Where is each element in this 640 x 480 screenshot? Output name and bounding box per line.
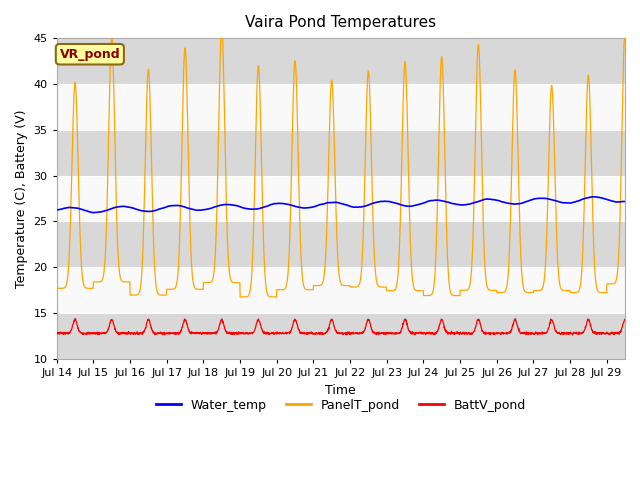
- Line: PanelT_pond: PanelT_pond: [57, 29, 625, 297]
- Water_temp: [86, 209, 94, 215]
- PanelT_pond: [621, 29, 629, 35]
- Line: Water_temp: Water_temp: [57, 197, 625, 213]
- Water_temp: [409, 203, 417, 209]
- BattV_pond: [426, 330, 434, 336]
- X-axis label: Time: Time: [326, 384, 356, 396]
- PanelT_pond: [53, 286, 61, 291]
- Y-axis label: Temperature (C), Battery (V): Temperature (C), Battery (V): [15, 109, 28, 288]
- Water_temp: [590, 194, 598, 200]
- BattV_pond: [409, 331, 417, 337]
- Water_temp: [426, 198, 434, 204]
- Bar: [57, 84, 625, 130]
- Bar: [57, 176, 625, 221]
- PanelT_pond: [426, 292, 434, 298]
- PanelT_pond: [409, 281, 417, 287]
- BattV_pond: [71, 316, 79, 322]
- BattV_pond: [344, 330, 352, 336]
- BattV_pond: [569, 332, 577, 338]
- PanelT_pond: [534, 288, 542, 293]
- PanelT_pond: [602, 290, 609, 296]
- Water_temp: [89, 210, 97, 216]
- BattV_pond: [621, 317, 629, 323]
- PanelT_pond: [86, 286, 94, 291]
- Legend: Water_temp, PanelT_pond, BattV_pond: Water_temp, PanelT_pond, BattV_pond: [151, 394, 531, 417]
- BattV_pond: [602, 331, 609, 336]
- PanelT_pond: [218, 26, 225, 32]
- Line: BattV_pond: BattV_pond: [57, 319, 625, 335]
- Water_temp: [621, 199, 629, 204]
- Title: Vaira Pond Temperatures: Vaira Pond Temperatures: [245, 15, 436, 30]
- Bar: [57, 267, 625, 313]
- BattV_pond: [86, 331, 94, 336]
- Water_temp: [602, 196, 609, 202]
- PanelT_pond: [345, 283, 353, 288]
- Water_temp: [53, 207, 61, 213]
- BattV_pond: [534, 331, 541, 336]
- PanelT_pond: [236, 294, 244, 300]
- BattV_pond: [53, 332, 61, 337]
- Water_temp: [344, 203, 352, 208]
- Text: VR_pond: VR_pond: [60, 48, 120, 61]
- Water_temp: [534, 195, 541, 201]
